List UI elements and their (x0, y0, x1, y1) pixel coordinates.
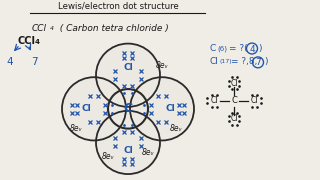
Text: Cl: Cl (165, 104, 175, 113)
Text: 7: 7 (31, 57, 37, 68)
Text: C: C (210, 44, 216, 53)
Text: CCl: CCl (18, 36, 36, 46)
Text: C: C (231, 96, 237, 105)
Text: Cl: Cl (230, 114, 238, 123)
Text: 7: 7 (255, 58, 261, 68)
Text: Cl: Cl (81, 104, 91, 113)
Text: C: C (124, 102, 132, 115)
Text: ( Carbon tetra chloride ): ( Carbon tetra chloride ) (54, 24, 169, 33)
Text: Cl: Cl (123, 146, 133, 155)
Text: CCl: CCl (32, 24, 47, 33)
Text: 8eᵥ: 8eᵥ (156, 61, 169, 70)
Text: ): ) (264, 57, 268, 66)
Text: 4: 4 (50, 26, 54, 31)
Text: 4: 4 (7, 57, 13, 68)
Text: Cl: Cl (123, 63, 133, 72)
Text: Lewis/electron dot structure: Lewis/electron dot structure (58, 2, 178, 11)
Circle shape (96, 44, 160, 107)
Text: ): ) (258, 44, 261, 53)
Circle shape (130, 77, 194, 140)
Circle shape (96, 111, 160, 174)
Text: 4: 4 (35, 39, 40, 45)
Text: (17): (17) (219, 59, 232, 64)
Text: Cl: Cl (210, 57, 219, 66)
Text: Cl: Cl (250, 96, 258, 105)
Text: (6): (6) (217, 46, 227, 52)
Text: 8eᵥ: 8eᵥ (170, 124, 183, 133)
Circle shape (62, 77, 126, 140)
Text: 4: 4 (249, 45, 255, 54)
Text: Cl: Cl (230, 79, 238, 88)
Text: = ?(: = ?( (229, 44, 248, 53)
Text: = ?,8,: = ?,8, (231, 57, 257, 66)
Text: Cl: Cl (210, 96, 218, 105)
Text: 8eᵥ: 8eᵥ (142, 148, 155, 157)
Text: 8eᵥ: 8eᵥ (102, 152, 114, 161)
Circle shape (108, 89, 148, 129)
Text: 8eᵥ: 8eᵥ (70, 124, 82, 133)
